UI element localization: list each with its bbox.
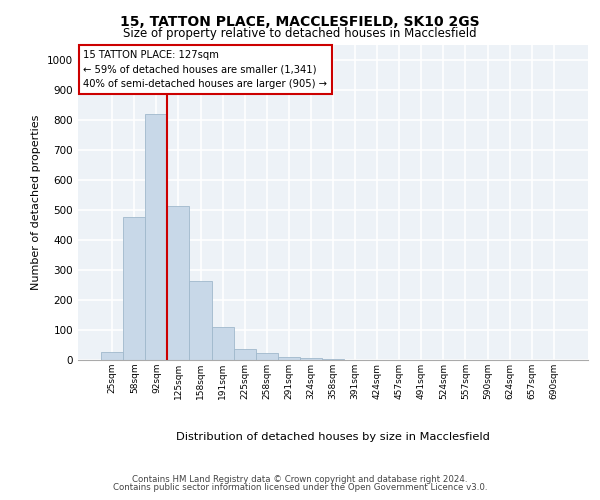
Text: Contains public sector information licensed under the Open Government Licence v3: Contains public sector information licen…: [113, 483, 487, 492]
Text: Distribution of detached houses by size in Macclesfield: Distribution of detached houses by size …: [176, 432, 490, 442]
Bar: [278, 357, 300, 360]
Bar: [123, 216, 145, 360]
Text: Size of property relative to detached houses in Macclesfield: Size of property relative to detached ho…: [123, 28, 477, 40]
Bar: [167, 206, 190, 360]
Text: 15, TATTON PLACE, MACCLESFIELD, SK10 2GS: 15, TATTON PLACE, MACCLESFIELD, SK10 2GS: [120, 15, 480, 29]
Bar: [233, 348, 256, 360]
Bar: [300, 358, 322, 360]
Bar: [145, 114, 167, 360]
Bar: [190, 280, 212, 360]
Text: Contains HM Land Registry data © Crown copyright and database right 2024.: Contains HM Land Registry data © Crown c…: [132, 475, 468, 484]
Bar: [212, 327, 233, 360]
Y-axis label: Number of detached properties: Number of detached properties: [31, 115, 41, 290]
Bar: [322, 359, 344, 360]
Bar: [256, 354, 278, 360]
Bar: [101, 352, 123, 360]
Text: 15 TATTON PLACE: 127sqm
← 59% of detached houses are smaller (1,341)
40% of semi: 15 TATTON PLACE: 127sqm ← 59% of detache…: [83, 50, 327, 90]
